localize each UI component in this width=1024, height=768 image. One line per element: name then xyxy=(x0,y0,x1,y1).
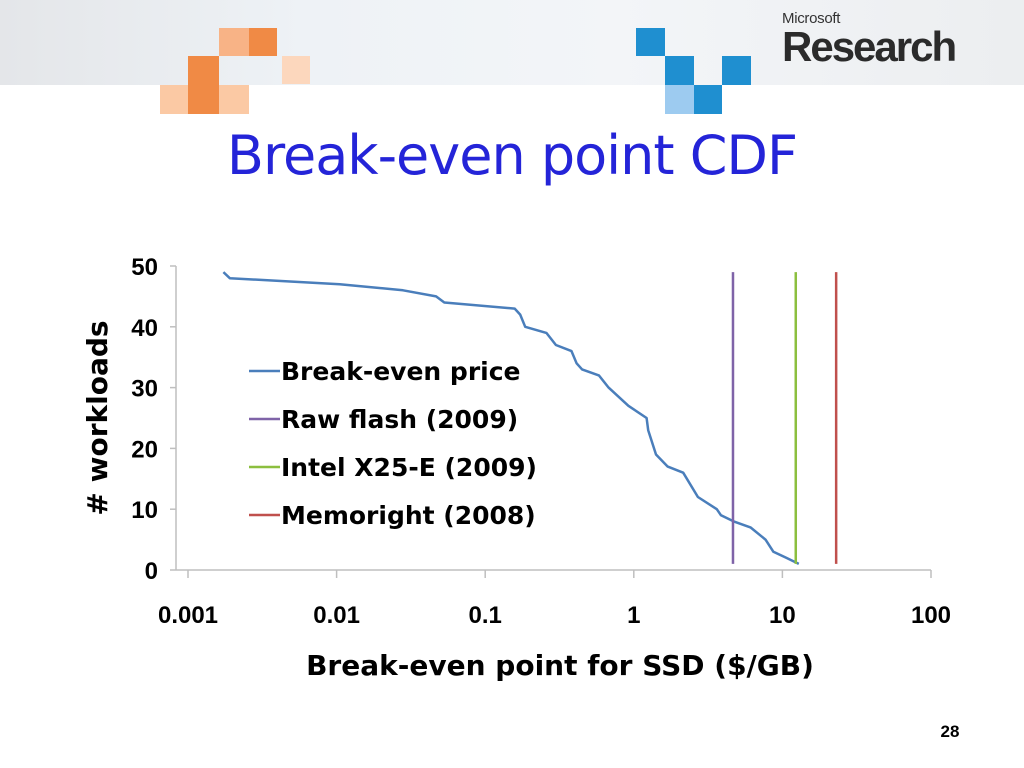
legend-label: Break-even price xyxy=(281,357,521,386)
page-number: 28 xyxy=(940,722,960,741)
x-tick-label: 10 xyxy=(769,602,796,629)
logo-line1: Microsoft xyxy=(782,10,841,27)
y-tick-label: 40 xyxy=(131,315,158,342)
x-tick-label: 0.1 xyxy=(469,602,502,629)
logo-line2: Research xyxy=(782,23,957,70)
x-tick-label: 100 xyxy=(911,602,951,629)
orange-square xyxy=(249,28,277,56)
blue-square xyxy=(694,85,722,114)
y-tick-label: 20 xyxy=(131,436,158,463)
blue-square xyxy=(665,85,694,114)
blue-square xyxy=(722,56,751,85)
y-tick-label: 30 xyxy=(131,376,158,403)
y-tick-label: 50 xyxy=(131,254,158,281)
whiteboard-background xyxy=(0,0,1024,85)
legend-label: Intel X25-E (2009) xyxy=(281,453,537,482)
orange-square xyxy=(282,56,310,84)
legend-label: Memoright (2008) xyxy=(281,501,536,530)
microsoft-research-logo: Microsoft Research xyxy=(782,10,957,70)
y-tick-label: 10 xyxy=(131,497,158,524)
orange-square xyxy=(219,85,249,114)
header-banner: Microsoft Research xyxy=(0,0,1024,114)
legend-label: Raw flash (2009) xyxy=(281,405,518,434)
x-axis-label: Break-even point for SSD ($/GB) xyxy=(306,649,814,682)
blue-square xyxy=(636,28,665,56)
orange-square xyxy=(160,85,188,114)
y-tick-label: 0 xyxy=(145,558,158,585)
orange-square xyxy=(188,56,219,114)
blue-square xyxy=(665,56,694,85)
y-axis-label: # workloads xyxy=(81,320,114,515)
x-tick-label: 0.001 xyxy=(158,602,218,629)
x-tick-label: 0.01 xyxy=(313,602,360,629)
orange-square xyxy=(219,28,249,56)
x-tick-label: 1 xyxy=(627,602,640,629)
slide-title: Break-even point CDF xyxy=(226,124,798,187)
